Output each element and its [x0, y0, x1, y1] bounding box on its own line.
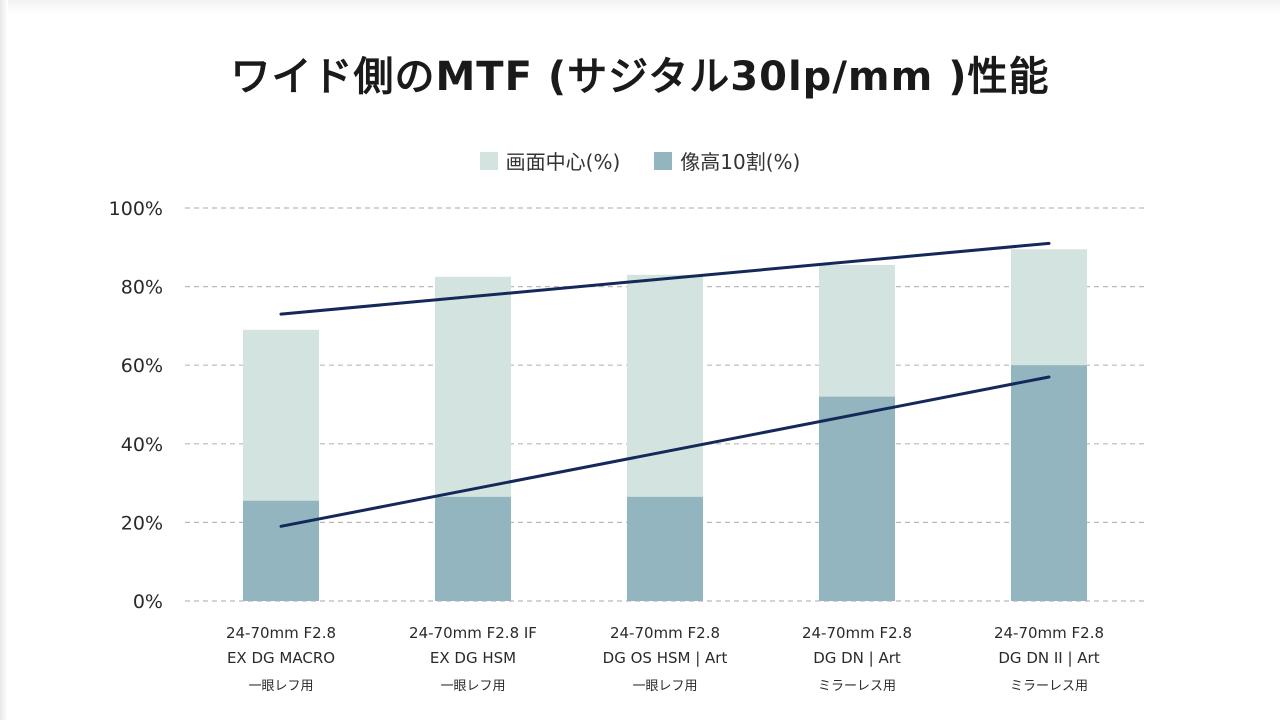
x-category-label: DG DN | Art [813, 649, 901, 667]
x-category-label: 24-70mm F2.8 [226, 624, 336, 642]
x-category-label: 24-70mm F2.8 [802, 624, 912, 642]
x-category-label: ミラーレス用 [1010, 679, 1088, 694]
legend-label-center: 画面中心(%) [505, 150, 621, 174]
legend-label-edge: 像高10割(%) [680, 150, 801, 174]
y-tick-label: 0% [133, 591, 163, 613]
x-category-label: 一眼レフ用 [632, 679, 697, 694]
bar-edge [435, 496, 511, 601]
x-category-label: EX DG HSM [430, 649, 516, 667]
y-tick-label: 80% [121, 277, 163, 299]
y-tick-label: 20% [121, 512, 163, 534]
y-tick-label: 100% [109, 198, 163, 220]
bar-edge [243, 500, 319, 601]
bar-edge [627, 496, 703, 601]
bar-edge [1011, 365, 1087, 601]
bar-edge [819, 396, 895, 601]
trend-line [279, 241, 1051, 316]
x-category-label: EX DG MACRO [227, 649, 335, 667]
legend-swatch-center [479, 151, 498, 170]
left-shadow [0, 0, 8, 720]
top-shadow [0, 0, 1280, 14]
x-category-label: ミラーレス用 [818, 679, 896, 694]
x-category-label: 24-70mm F2.8 [994, 624, 1104, 642]
trend-line [279, 375, 1051, 528]
legend-item-center: 画面中心(%) [479, 146, 621, 175]
x-category-label: 一眼レフ用 [440, 679, 505, 694]
x-category-label: 24-70mm F2.8 IF [409, 624, 537, 642]
x-category-label: 24-70mm F2.8 [610, 624, 720, 642]
y-tick-label: 60% [121, 355, 163, 377]
legend-swatch-edge [654, 151, 673, 170]
x-category-label: 一眼レフ用 [248, 679, 313, 694]
y-tick-label: 40% [121, 434, 163, 456]
chart-legend: 画面中心(%) 像高10割(%) [0, 146, 1280, 175]
x-category-label: DG DN II | Art [998, 649, 1099, 667]
legend-item-edge: 像高10割(%) [654, 146, 800, 175]
chart-title: ワイド側のMTF (サジタル30lp/mm )性能 [230, 54, 1050, 100]
x-category-label: DG OS HSM | Art [603, 649, 728, 667]
